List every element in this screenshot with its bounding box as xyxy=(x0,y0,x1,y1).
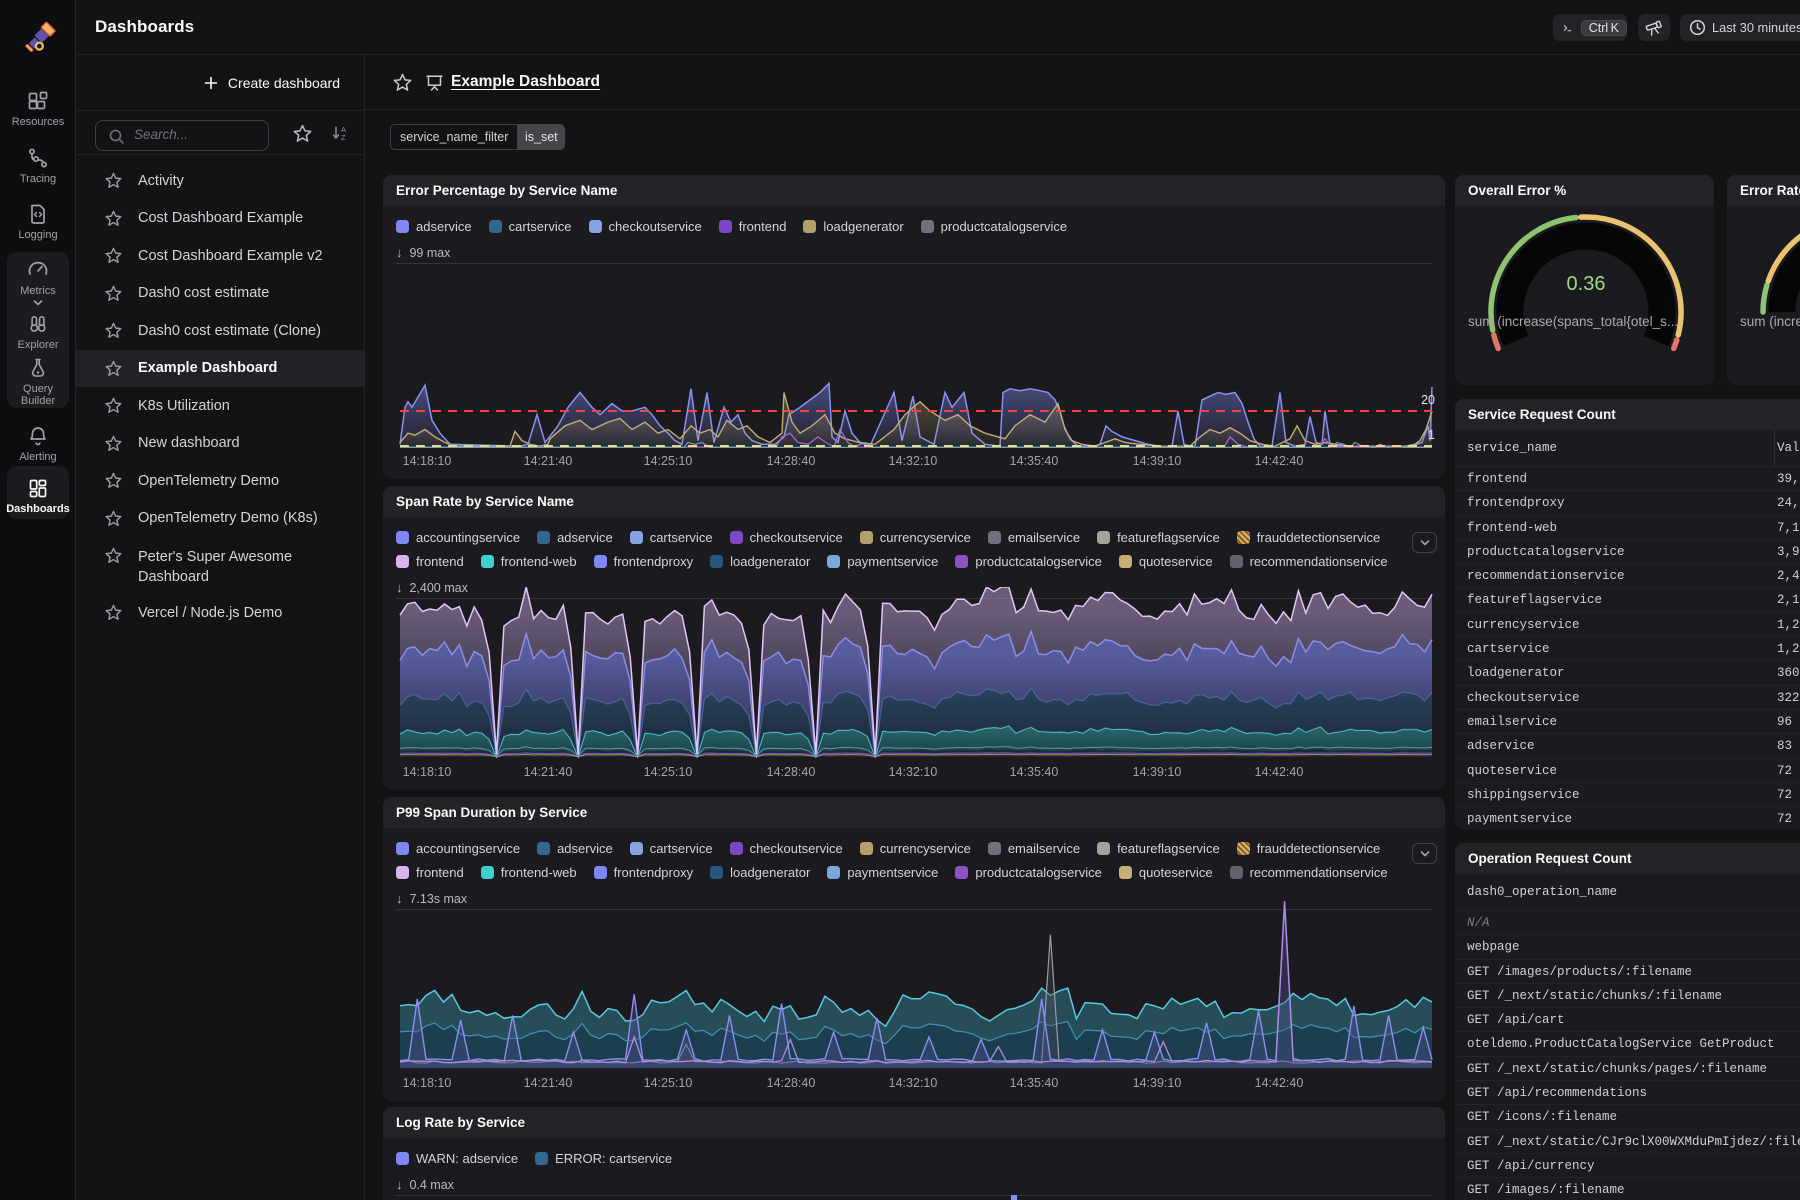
svg-text:A: A xyxy=(341,125,346,134)
svg-text:Z: Z xyxy=(341,133,346,142)
svg-text:0.36: 0.36 xyxy=(1567,273,1606,295)
